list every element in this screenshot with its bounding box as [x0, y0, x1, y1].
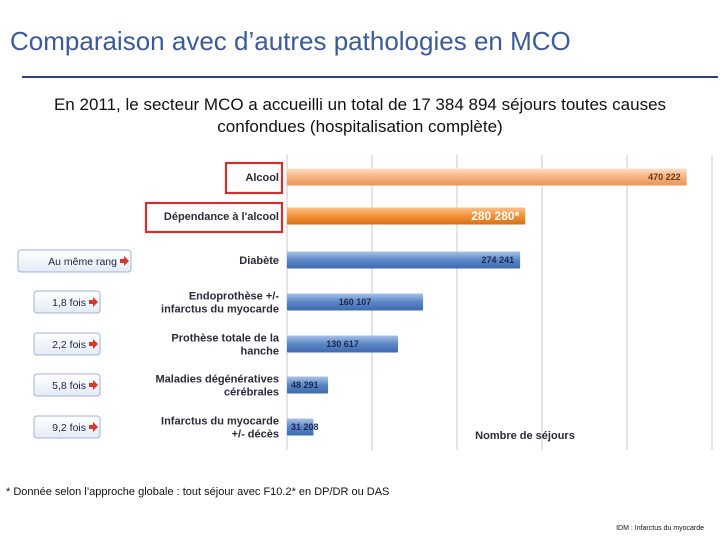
- bar-0: [287, 168, 687, 186]
- bar-2: [287, 251, 521, 269]
- comparison-label-4: 9,2 fois: [52, 422, 86, 434]
- comparison-box-2: [33, 332, 101, 356]
- category-label-6: Infarctus du myocarde +/- décès: [161, 416, 279, 441]
- category-label-4: Prothèse totale de la hanche: [171, 333, 279, 358]
- highlight-box-1: [144, 201, 284, 234]
- arrow-right-icon: [89, 422, 98, 432]
- category-label-1: Dépendance à l'alcool: [164, 211, 279, 223]
- title-divider: [22, 76, 718, 78]
- comparison-label-0: Au même rang: [48, 256, 117, 268]
- page-subtitle: En 2011, le secteur MCO a accueilli un t…: [53, 95, 667, 136]
- value-label-2: 274 241: [482, 255, 515, 265]
- value-label-5: 48 291: [291, 380, 319, 390]
- comparison-box-0: [17, 249, 132, 273]
- arrow-right-icon: [120, 256, 129, 266]
- page-title: Comparaison avec d’autres pathologies en…: [10, 26, 571, 56]
- footnote: * Donnée selon l’approche globale : tout…: [6, 486, 390, 498]
- bar-3: [287, 293, 424, 311]
- comparison-label-2: 2,2 fois: [52, 339, 86, 351]
- arrow-right-icon: [89, 297, 98, 307]
- bar-chart: 470 222 Alcool 280 280* Dépendance à l'alco…: [17, 155, 713, 450]
- bar-1: [287, 207, 526, 225]
- abbreviation-note: IDM : Infarctus du myocarde: [616, 525, 704, 532]
- comparison-box-1: [33, 290, 101, 314]
- category-label-3: Endoprothèse +/-infarctus du myocarde: [161, 291, 279, 316]
- arrow-right-icon: [89, 339, 98, 349]
- comparison-label-3: 5,8 fois: [52, 380, 86, 392]
- value-label-3: 160 107: [339, 297, 372, 307]
- value-label-0: 470 222: [648, 172, 681, 182]
- x-axis-label: Nombre de séjours: [475, 430, 575, 442]
- category-label-2: Diabète: [239, 255, 279, 267]
- value-label-4: 130 617: [326, 339, 359, 349]
- bar-5: [287, 376, 329, 394]
- bar-6: [287, 418, 314, 436]
- arrow-right-icon: [89, 380, 98, 390]
- value-label-6: 31 208: [291, 422, 319, 432]
- bar-4: [287, 335, 399, 353]
- comparison-box-3: [33, 373, 101, 397]
- comparison-label-1: 1,8 fois: [52, 297, 86, 309]
- value-label-1: 280 280*: [471, 209, 519, 223]
- category-label-5: Maladies dégénératives cérébrales: [155, 374, 279, 399]
- comparison-box-4: [33, 415, 101, 439]
- highlight-box-0: [224, 161, 284, 195]
- category-label-0: Alcool: [245, 172, 279, 184]
